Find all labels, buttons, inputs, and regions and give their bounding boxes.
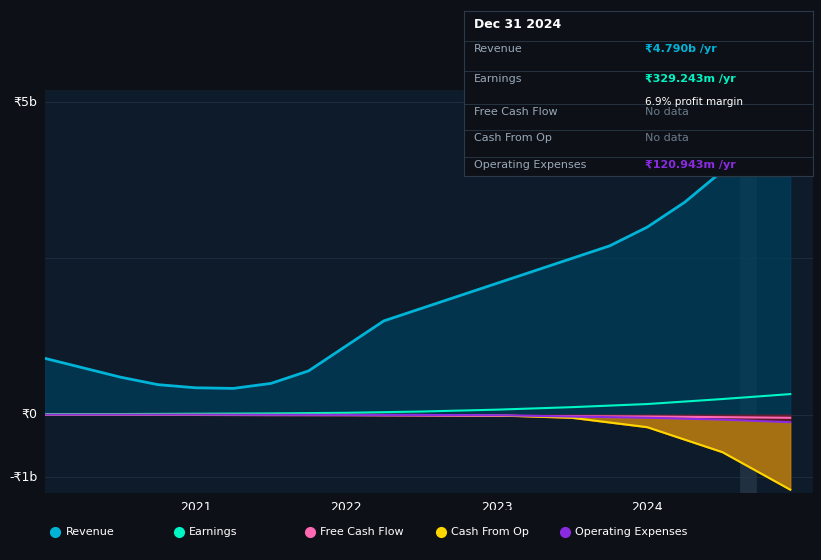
Text: ₹5b: ₹5b xyxy=(14,96,38,109)
Text: Free Cash Flow: Free Cash Flow xyxy=(475,107,558,117)
Text: 6.9% profit margin: 6.9% profit margin xyxy=(645,97,743,107)
Text: ₹120.943m /yr: ₹120.943m /yr xyxy=(645,160,736,170)
Text: Dec 31 2024: Dec 31 2024 xyxy=(475,18,562,31)
Text: Earnings: Earnings xyxy=(475,74,523,84)
Text: Operating Expenses: Operating Expenses xyxy=(575,528,687,538)
Text: Earnings: Earnings xyxy=(189,528,237,538)
Text: ₹0: ₹0 xyxy=(21,408,38,421)
Text: ₹4.790b /yr: ₹4.790b /yr xyxy=(645,44,717,54)
Text: Operating Expenses: Operating Expenses xyxy=(475,160,587,170)
Text: Revenue: Revenue xyxy=(475,44,523,54)
Text: Revenue: Revenue xyxy=(66,528,114,538)
Text: No data: No data xyxy=(645,107,689,117)
Text: ₹329.243m /yr: ₹329.243m /yr xyxy=(645,74,736,84)
Text: -₹1b: -₹1b xyxy=(9,470,38,484)
Text: Cash From Op: Cash From Op xyxy=(475,133,553,143)
Text: Cash From Op: Cash From Op xyxy=(452,528,530,538)
Text: Free Cash Flow: Free Cash Flow xyxy=(320,528,404,538)
Text: No data: No data xyxy=(645,133,689,143)
